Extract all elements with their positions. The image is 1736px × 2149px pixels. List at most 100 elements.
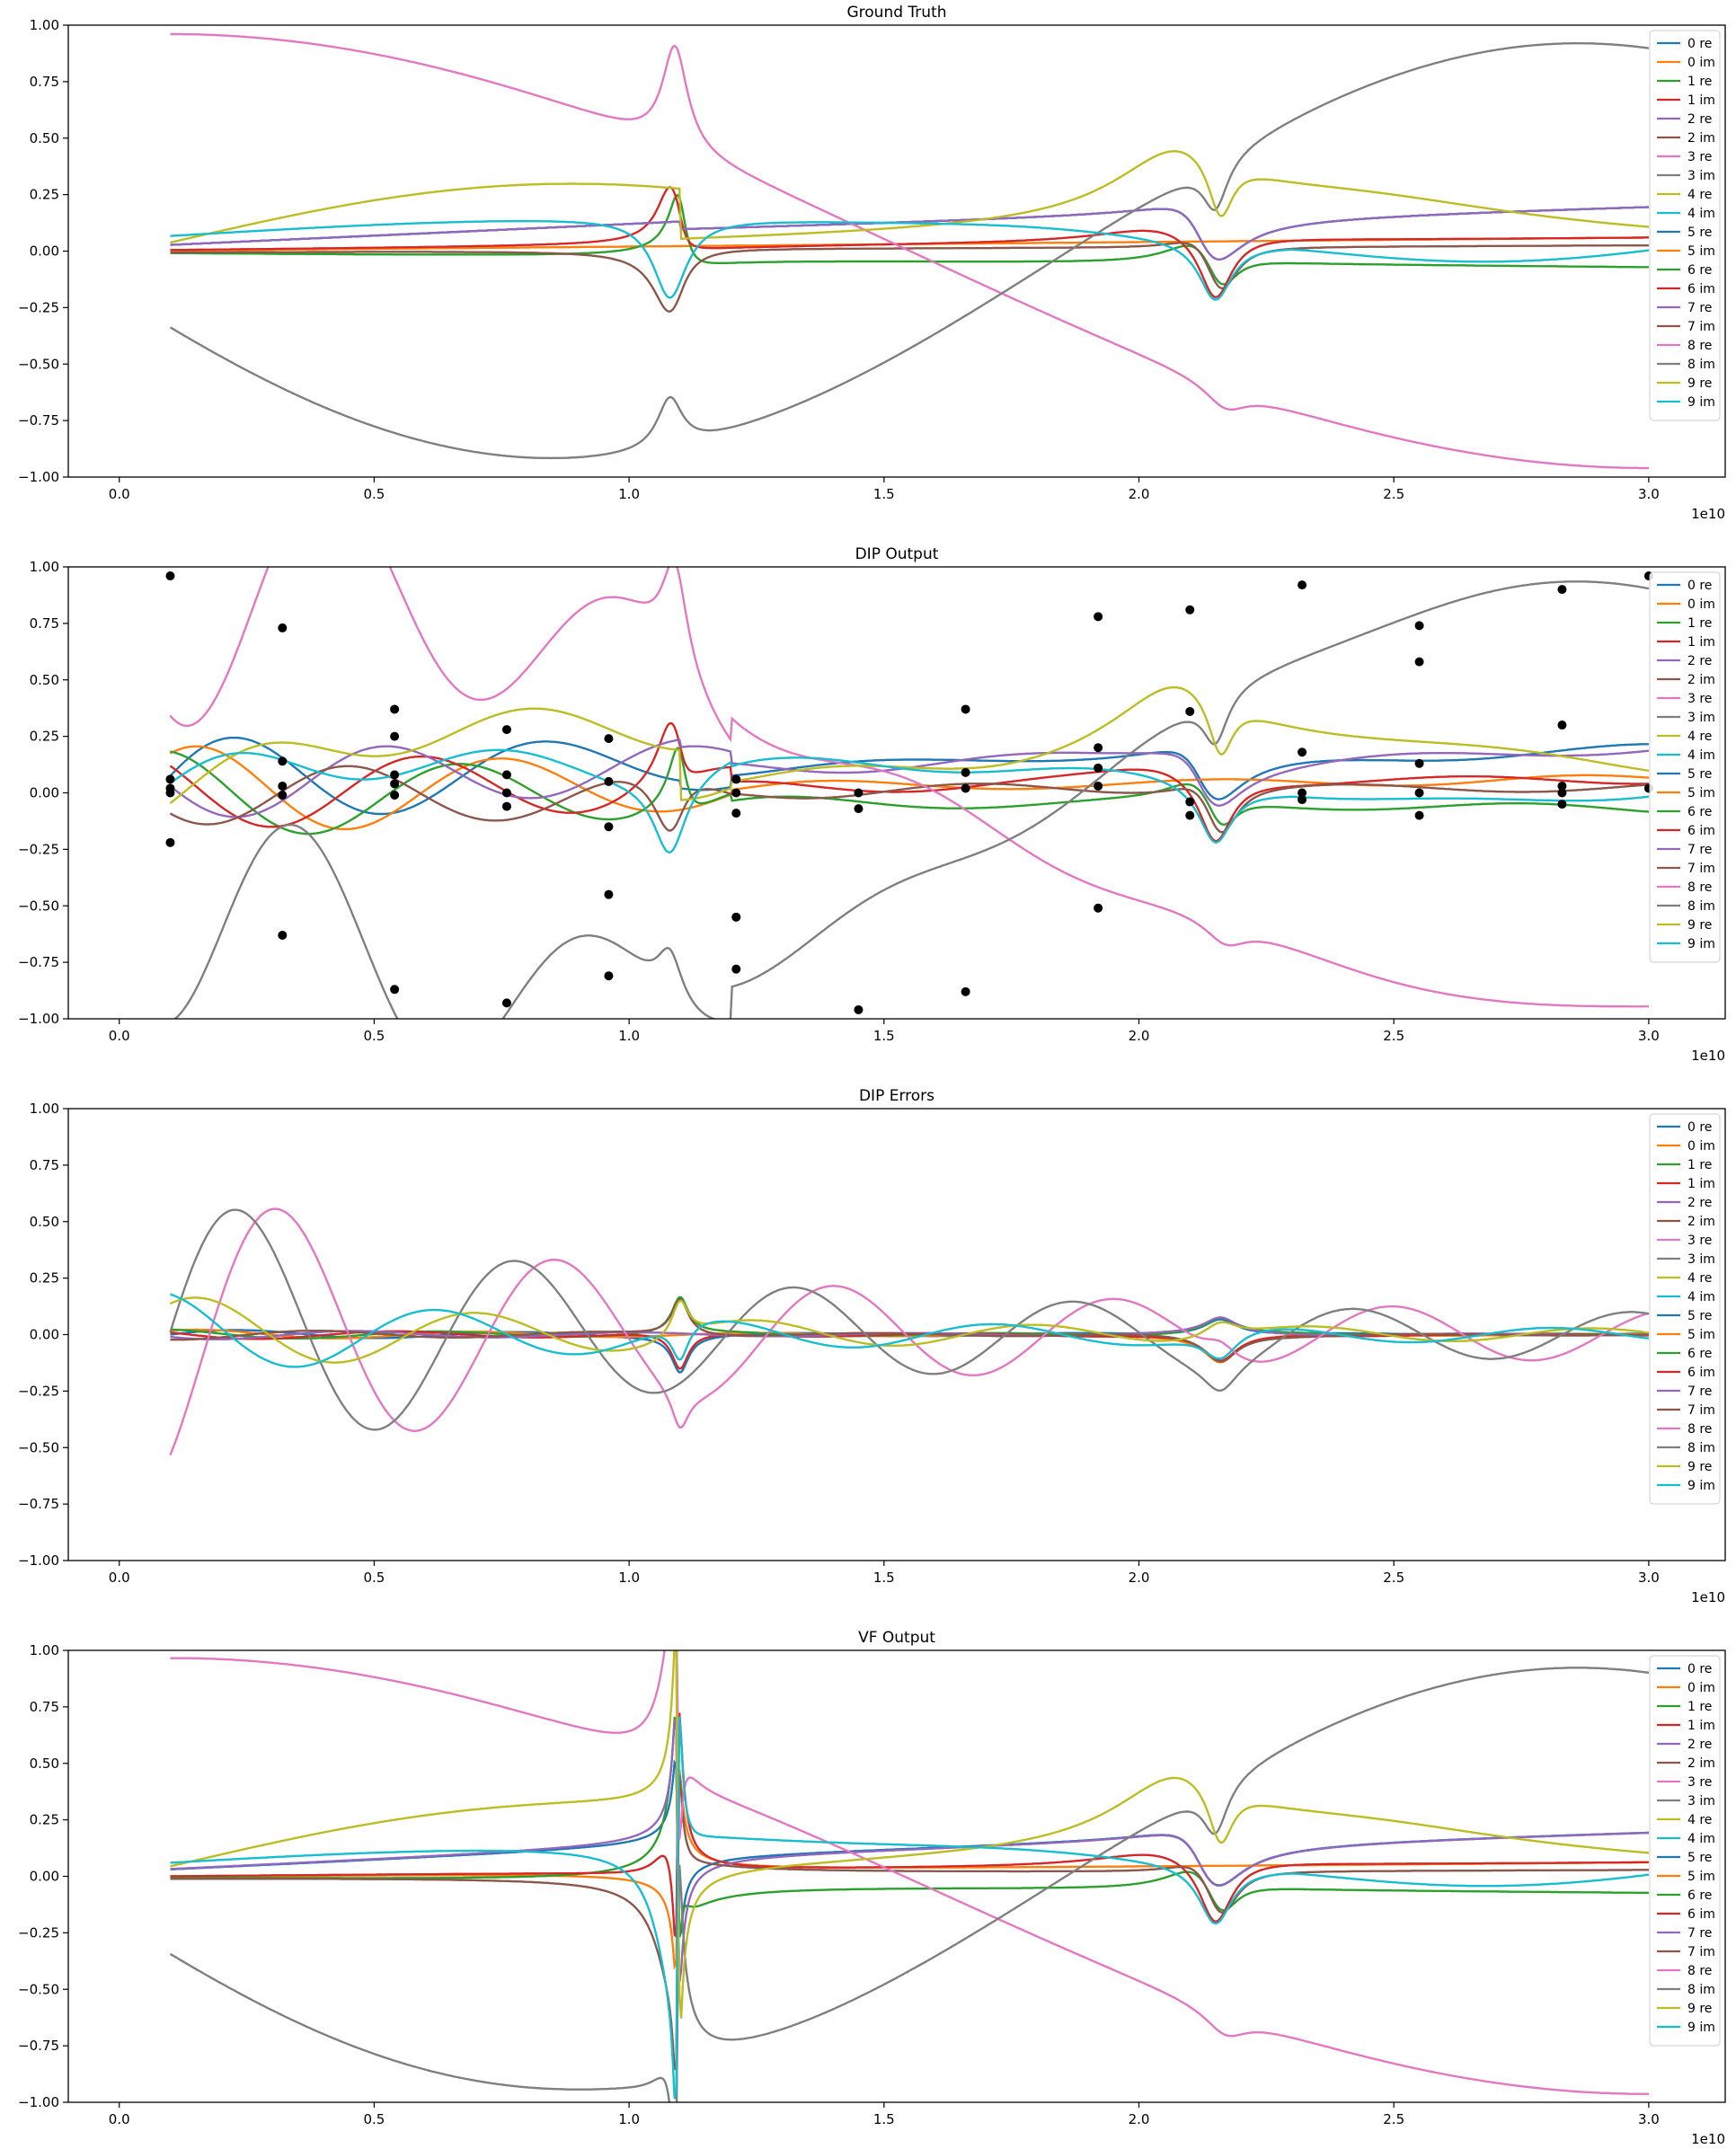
legend-entry: 1 re <box>1687 1158 1712 1172</box>
y-tick-label: −1.00 <box>18 1011 59 1027</box>
legend-entry: 7 im <box>1687 320 1715 334</box>
sample-marker <box>390 985 400 995</box>
y-tick-label: 0.00 <box>30 243 59 260</box>
x-offset-label: 1e10 <box>1691 2131 1725 2147</box>
legend: 0 re 0 im 1 re 1 im 2 re 2 im 3 re 3 im 4 re 4 im… <box>1649 30 1721 421</box>
legend-entry: 4 re <box>1687 188 1712 202</box>
x-tick-label: 2.0 <box>1129 486 1150 502</box>
legend-entry: 4 im <box>1687 1832 1715 1846</box>
series-line-9-im <box>170 1716 1650 2100</box>
series-lines <box>169 1207 1650 1456</box>
sample-marker <box>854 788 864 798</box>
legend-entry: 7 re <box>1687 843 1712 857</box>
legend-entry: 4 re <box>1687 1271 1712 1286</box>
series-lines <box>169 32 1650 470</box>
legend-entry: 6 re <box>1687 1888 1712 1903</box>
y-tick-label: 1.00 <box>30 559 59 575</box>
series-line-8-im <box>173 580 1650 1019</box>
sample-marker <box>165 788 175 798</box>
legend-entry: 8 re <box>1687 880 1712 895</box>
legend-entry: 1 im <box>1687 1177 1715 1191</box>
legend-entry: 5 im <box>1687 786 1715 800</box>
legend-entry: 0 im <box>1687 597 1715 612</box>
series-line-3-im <box>169 1208 1650 1431</box>
chart-title: DIP Errors <box>859 1087 934 1105</box>
legend-entry: 9 im <box>1687 1479 1715 1493</box>
legend-entry: 2 im <box>1687 1215 1715 1229</box>
sample-marker <box>1298 795 1307 805</box>
sample-marker <box>165 837 175 847</box>
legend-entry: 4 im <box>1687 748 1715 763</box>
x-tick-label: 3.0 <box>1638 2111 1660 2127</box>
x-tick-label: 0.0 <box>109 486 130 502</box>
legend-entry: 5 im <box>1687 244 1715 259</box>
legend-entry: 4 re <box>1687 1813 1712 1827</box>
sample-marker <box>390 791 400 800</box>
series-line-1-re <box>170 1717 1649 1937</box>
y-tick-label: −0.50 <box>18 898 59 914</box>
y-tick-label: 0.00 <box>30 785 59 801</box>
series-line-9-im <box>169 748 1650 853</box>
sample-marker <box>501 788 511 798</box>
legend-entry: 9 im <box>1687 2021 1715 2035</box>
x-tick-label: 2.0 <box>1129 1028 1150 1044</box>
y-tick-label: 0.50 <box>30 130 59 146</box>
series-line-9-im <box>170 1293 1650 1368</box>
legend-entry: 9 re <box>1687 918 1712 933</box>
y-tick-label: 0.00 <box>30 1869 59 1885</box>
subplot-dip-output: DIP Output 0.0 0.5 1.0 1.5 2.0 2.5 3.0 1e10 −1.00… <box>18 545 1726 1064</box>
legend-entry: 8 re <box>1687 1422 1712 1437</box>
legend-entry: 8 im <box>1687 358 1715 372</box>
legend-entry: 5 re <box>1687 226 1712 240</box>
sample-marker <box>854 804 864 814</box>
sample-marker <box>390 731 400 741</box>
legend-entry: 3 re <box>1687 1775 1712 1790</box>
legend-entry: 0 re <box>1687 37 1712 51</box>
series-lines <box>169 1650 1650 2102</box>
sample-marker <box>278 930 288 940</box>
y-tick-label: −0.25 <box>18 1924 59 1941</box>
x-tick-label: 0.5 <box>364 2111 385 2127</box>
legend-entry: 7 re <box>1687 1384 1712 1399</box>
x-tick-label: 2.5 <box>1383 1570 1404 1586</box>
y-tick-label: 0.75 <box>30 1699 59 1715</box>
legend-entry: 0 re <box>1687 1120 1712 1135</box>
series-line-6-re <box>170 193 1649 286</box>
legend-entry: 3 im <box>1687 1794 1715 1809</box>
sample-marker <box>278 756 288 766</box>
legend-entry: 2 im <box>1687 1756 1715 1771</box>
series-line-7-im <box>170 242 1649 313</box>
sample-marker <box>604 889 614 899</box>
series-line-9-re <box>170 1650 1650 2019</box>
sample-marker <box>1414 758 1424 768</box>
sample-marker <box>1414 621 1424 631</box>
sample-marker <box>961 704 970 714</box>
sample-marker <box>1414 810 1424 820</box>
y-tick-label: 0.50 <box>30 1214 59 1230</box>
x-tick-label: 2.5 <box>1383 1028 1404 1044</box>
series-line-6-re <box>170 747 1649 836</box>
y-tick-label: −0.75 <box>18 954 59 970</box>
series-line-4-im <box>170 1716 1650 2100</box>
sample-marker <box>731 912 741 922</box>
legend-entry: 4 re <box>1687 730 1712 744</box>
x-tick-label: 0.5 <box>364 1028 385 1044</box>
sample-marker <box>1414 788 1424 798</box>
x-tick-label: 1.0 <box>618 1570 640 1586</box>
series-line-8-re <box>170 32 1649 470</box>
legend-entry: 7 im <box>1687 1945 1715 1959</box>
legend-entry: 6 re <box>1687 805 1712 819</box>
x-offset-label: 1e10 <box>1691 1589 1725 1605</box>
legend-entry: 1 im <box>1687 1719 1715 1733</box>
sample-marker <box>1557 800 1567 809</box>
series-line-1-im <box>170 186 1649 298</box>
x-offset-label: 1e10 <box>1691 1048 1725 1064</box>
y-tick-label: −0.50 <box>18 1439 59 1455</box>
sample-marker <box>501 998 511 1008</box>
sample-marker <box>1557 788 1567 798</box>
legend-entry: 8 im <box>1687 899 1715 914</box>
chart-title: DIP Output <box>855 545 939 563</box>
sample-marker <box>1185 706 1195 716</box>
legend-entry: 5 im <box>1687 1870 1715 1884</box>
y-tick-label: −0.75 <box>18 412 59 429</box>
